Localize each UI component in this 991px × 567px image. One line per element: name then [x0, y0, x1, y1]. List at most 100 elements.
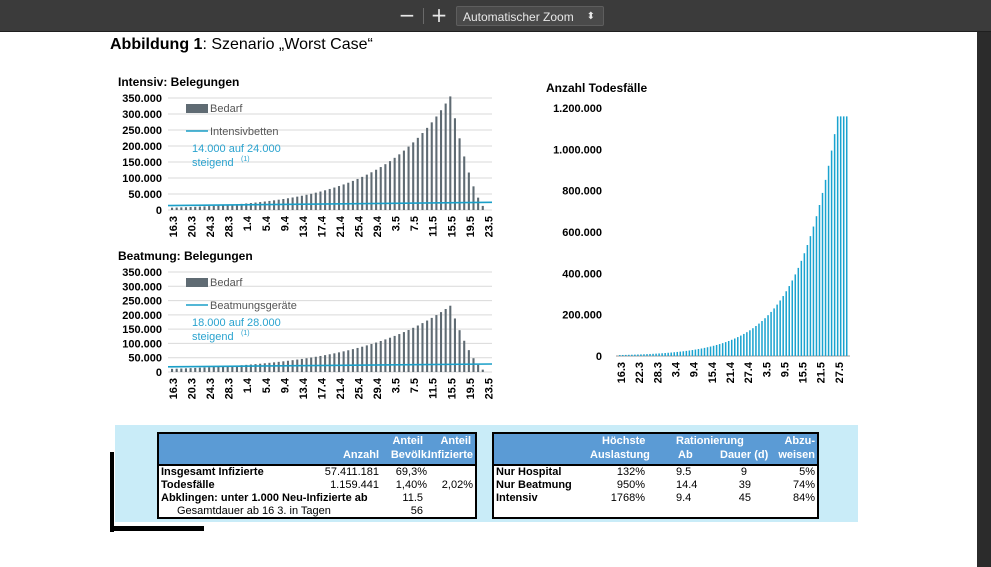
- bar: [730, 339, 733, 356]
- bar: [398, 334, 401, 372]
- x-tick-label: 3.5: [761, 362, 773, 377]
- x-tick-label: 23.5: [483, 216, 495, 237]
- bar: [426, 320, 429, 372]
- x-tick-label: 17.4: [316, 215, 328, 237]
- table-left-header: Anzahl Anteil Bevölk. Anteil Infizierte: [159, 434, 475, 466]
- x-tick-label: 5.4: [261, 377, 273, 393]
- bar: [398, 154, 401, 210]
- bar: [770, 311, 772, 356]
- bar: [444, 103, 447, 210]
- annotation-superscript: (1): [241, 330, 250, 337]
- bar: [676, 351, 679, 356]
- row-label: Abklingen: unter 1.000 Neu-Infizierte ab: [161, 492, 368, 504]
- bar: [379, 167, 382, 210]
- bar: [407, 146, 410, 210]
- bar: [661, 353, 663, 356]
- bar: [203, 367, 206, 372]
- bar: [282, 361, 285, 372]
- row-label: Nur Beatmung: [496, 479, 572, 491]
- x-tick-label: 9.4: [689, 361, 701, 377]
- row-auslastung: 950%: [616, 479, 645, 491]
- bar: [259, 202, 262, 210]
- bar: [703, 347, 706, 356]
- x-tick-label: 29.4: [372, 215, 384, 237]
- bar: [761, 321, 763, 356]
- x-tick-label: 22.3: [634, 362, 646, 383]
- bar: [259, 363, 262, 372]
- bar: [263, 201, 266, 210]
- row-dauer: 45: [738, 492, 751, 504]
- x-tick-label: 7.5: [409, 378, 421, 393]
- bar: [402, 332, 405, 372]
- figure-title-number: Abbildung 1: [110, 36, 203, 53]
- bar: [388, 161, 392, 210]
- y-tick-label: 1.200.000: [553, 103, 602, 115]
- x-tick-label: 21.4: [335, 377, 347, 399]
- chart-title: Beatmung: Belegungen: [118, 249, 253, 263]
- row-label: Insgesamt Infizierte: [161, 466, 264, 478]
- x-tick-label: 28.3: [224, 216, 236, 237]
- bar: [254, 364, 257, 372]
- bar: [625, 354, 627, 356]
- bar: [435, 315, 438, 372]
- legend-label-capacity: Beatmungsgeräte: [210, 300, 297, 312]
- bar: [212, 205, 215, 210]
- bar: [658, 353, 660, 356]
- x-tick-label: 28.3: [224, 378, 236, 399]
- zoom-out-button[interactable]: −: [396, 5, 418, 27]
- bar: [718, 344, 721, 356]
- vertical-scrollbar[interactable]: [977, 32, 991, 567]
- bar: [324, 190, 327, 210]
- legend-label-bedarf: Bedarf: [210, 277, 243, 289]
- bar: [818, 205, 821, 356]
- bar: [319, 191, 322, 210]
- bar: [764, 318, 766, 356]
- table-row: Todesfälle 1.159.441 1,40% 2,02%: [159, 479, 475, 492]
- x-tick-label: 11.5: [428, 216, 440, 237]
- bar: [245, 364, 248, 372]
- summary-table-right: Höchste Auslastung Rationierung Ab Dauer…: [492, 432, 819, 519]
- bar: [709, 346, 712, 356]
- bar: [324, 355, 327, 372]
- intensiv-chart: Intensiv: Belegungen 350.000 300.000 250.00…: [118, 75, 495, 237]
- y-tick-label: 350.000: [122, 267, 162, 279]
- bar: [664, 353, 666, 356]
- row-anzahl: 57.411.181: [324, 466, 379, 478]
- bar: [773, 308, 775, 356]
- bar: [333, 353, 336, 372]
- row-abzu: 84%: [792, 492, 815, 504]
- bar: [791, 280, 794, 356]
- bar: [263, 363, 266, 372]
- bar: [758, 323, 760, 356]
- zoom-select[interactable]: Automatischer Zoom ⬍: [456, 6, 604, 26]
- y-tick-label: 300.000: [122, 281, 162, 293]
- col-header-abzu: Abzu-: [784, 435, 815, 447]
- zoom-in-button[interactable]: +: [428, 5, 450, 27]
- y-tick-label: 600.000: [562, 227, 602, 239]
- bar: [184, 207, 187, 210]
- row-dauer: 9: [740, 466, 747, 478]
- x-tick-label: 16.3: [616, 362, 628, 383]
- legend-swatch-bedarf: [186, 104, 208, 113]
- bar: [481, 205, 484, 210]
- bar: [361, 346, 364, 372]
- bar: [171, 368, 174, 372]
- x-tick-label: 9.5: [779, 362, 791, 377]
- left-crop-mark: [110, 452, 114, 532]
- bar: [342, 184, 345, 210]
- chart-title: Anzahl Todesfälle: [546, 81, 647, 95]
- table-row: Nur Hospital 132% 9.5 9 5%: [494, 466, 817, 479]
- x-tick-label: 19.5: [465, 378, 477, 399]
- x-tick-label: 15.5: [798, 362, 810, 383]
- minus-icon: −: [398, 3, 416, 27]
- annotation-line2: steigend: [192, 157, 234, 169]
- bar: [724, 342, 727, 356]
- y-tick-label: 250.000: [122, 296, 162, 308]
- bar: [477, 197, 480, 210]
- bottom-crop-mark: [110, 526, 204, 531]
- bar: [749, 330, 751, 356]
- bar: [370, 172, 373, 210]
- bar: [453, 318, 456, 372]
- toolbar-separator: [423, 8, 424, 24]
- bar: [319, 355, 322, 372]
